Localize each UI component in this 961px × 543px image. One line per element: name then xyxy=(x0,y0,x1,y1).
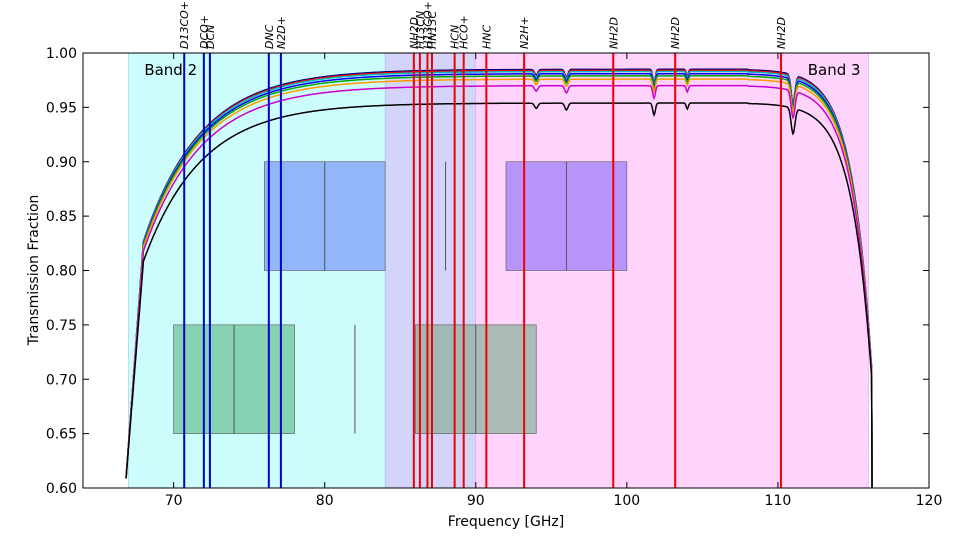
y-tick-label: 0.60 xyxy=(46,481,77,497)
transmission-curves xyxy=(125,68,873,488)
transmission-curve xyxy=(125,75,873,488)
spectral-line-label: D13CO+ xyxy=(178,1,191,49)
y-tick-label: 0.65 xyxy=(46,427,77,443)
x-tick-label: 90 xyxy=(467,493,485,509)
spectral-windows xyxy=(173,161,628,434)
spectral-lines xyxy=(183,53,782,488)
spectral-line-label: DCO+ xyxy=(198,15,211,49)
spectral-line-label: DNC xyxy=(263,24,276,49)
transmission-curve xyxy=(125,102,873,488)
y-tick-label: 0.95 xyxy=(46,100,77,116)
x-axis-label: Frequency [GHz] xyxy=(448,514,564,530)
spectral-line-label: HCO+ xyxy=(458,15,471,49)
spectral-line-label: NH2D xyxy=(669,17,682,49)
y-tick-label: 0.80 xyxy=(46,264,77,280)
spectral-line-label: N2H+ xyxy=(518,16,531,49)
transmission-curve xyxy=(125,72,873,488)
y-tick-label: 0.75 xyxy=(46,318,77,334)
transmission-curve xyxy=(125,70,873,488)
y-tick-label: 0.70 xyxy=(46,372,77,388)
transmission-curve xyxy=(125,84,873,488)
spectral-line-label: HN13C xyxy=(426,11,439,49)
spectral-line-label: NH2D xyxy=(607,17,620,49)
transmission-curve xyxy=(125,68,873,488)
y-axis-label: Transmission Fraction xyxy=(26,195,42,347)
transmission-curve xyxy=(125,69,873,488)
transmission-curve xyxy=(125,78,873,488)
y-tick-label: 0.90 xyxy=(46,155,77,171)
band-label: Band 2 xyxy=(144,61,197,79)
spectral-line-label: HCN xyxy=(449,25,462,49)
x-tick-label: 70 xyxy=(165,493,183,509)
spectral-line-label: H13CO+ xyxy=(421,1,434,49)
band-label: Band 3 xyxy=(808,61,861,79)
axis-ticks: 70 80 90 100 110 120 0.60 0.65 0.70 0.75 0.80 0.85 0… xyxy=(46,46,943,509)
x-tick-label: 100 xyxy=(613,493,640,509)
spectral-line-label: NH2D xyxy=(775,17,788,49)
x-tick-label: 80 xyxy=(316,493,334,509)
spectral-line-label: N2D+ xyxy=(275,16,288,49)
y-tick-label: 1.00 xyxy=(46,46,77,62)
x-tick-label: 120 xyxy=(916,493,943,509)
x-tick-label: 110 xyxy=(765,493,792,509)
y-tick-label: 0.85 xyxy=(46,209,77,225)
spectral-line-label: HNC xyxy=(480,25,493,50)
spectral-line-label: DCN xyxy=(204,25,217,49)
spectral-line-label: H13CN xyxy=(414,11,427,49)
spectral-line-label: NH2D xyxy=(408,17,421,49)
